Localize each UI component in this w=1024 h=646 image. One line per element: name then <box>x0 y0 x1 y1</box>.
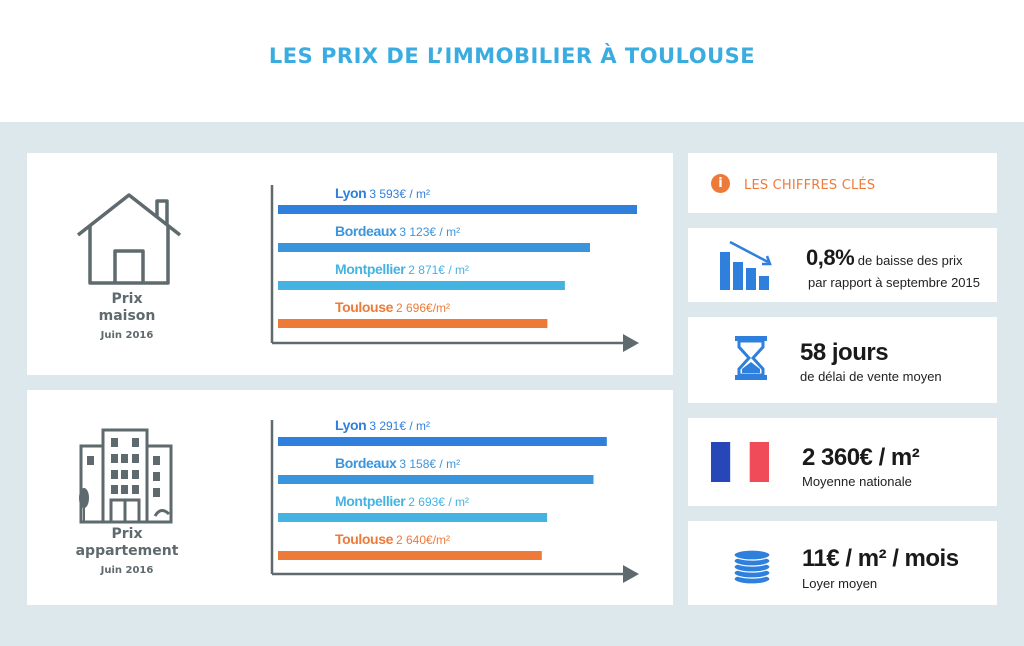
coin-stack-icon <box>732 549 772 590</box>
sale-delay-value: 58 jours <box>800 339 889 366</box>
house-category-montpellier: Montpellier <box>335 261 406 277</box>
info-icon: i <box>711 174 730 193</box>
house-price-chart: Lyon 3 593€ / m² Bordeaux 3 123€ / m² Montpe… <box>270 185 639 352</box>
apartment-bar-lyon <box>278 437 607 446</box>
french-flag-icon <box>711 442 769 487</box>
house-category-lyon: Lyon <box>335 185 366 201</box>
page-title: LES PRIX DE L’IMMOBILIER À TOULOUSE <box>268 44 756 68</box>
price-drop-suffix: de baisse des prix <box>854 253 963 268</box>
house-caption-line1: Prix <box>111 291 143 307</box>
apartment-category-toulouse: Toulouse <box>335 531 394 547</box>
declining-bar-chart-icon <box>718 240 776 297</box>
apartment-building-icon <box>75 426 179 531</box>
apartment-value-bordeaux: 3 158€ / m² <box>399 457 460 471</box>
apartment-value-montpellier: 2 693€ / m² <box>408 495 469 509</box>
apartment-category-montpellier: Montpellier <box>335 493 406 509</box>
house-category-bordeaux: Bordeaux <box>335 223 397 239</box>
key-figure-rent: 11€ / m² / mois Loyer moyen <box>688 521 997 605</box>
apartment-bar-label-toulouse: Toulouse 2 640€/m² <box>335 531 450 547</box>
key-figure-sale-delay: 58 jours de délai de vente moyen <box>688 317 997 403</box>
house-bar-label-lyon: Lyon 3 593€ / m² <box>335 185 430 201</box>
house-caption-date: Juin 2016 <box>100 330 154 341</box>
apartment-bar-toulouse <box>278 551 542 560</box>
hourglass-icon <box>734 335 768 386</box>
house-caption: Prix maison Juin 2016 <box>57 291 197 341</box>
apartment-price-panel: Prix appartement Juin 2016 Lyon 3 291€ / … <box>27 390 673 605</box>
house-icon <box>75 191 183 292</box>
price-drop-value: 0,8% <box>806 245 855 270</box>
key-figures-header: i LES CHIFFRES CLÉS <box>688 153 997 213</box>
apartment-bar-montpellier <box>278 513 548 522</box>
house-value-bordeaux: 3 123€ / m² <box>399 225 460 239</box>
apartment-bar-label-montpellier: Montpellier 2 693€ / m² <box>335 493 469 509</box>
apartment-category-lyon: Lyon <box>335 417 366 433</box>
house-bar-label-bordeaux: Bordeaux 3 123€ / m² <box>335 223 460 239</box>
apartment-caption-date: Juin 2016 <box>100 565 154 576</box>
key-figure-national-average: 2 360€ / m² Moyenne nationale <box>688 418 997 506</box>
house-bar-bordeaux <box>278 243 590 252</box>
national-average-description: Moyenne nationale <box>802 474 912 489</box>
apartment-value-toulouse: 2 640€/m² <box>396 533 450 547</box>
apartment-bar-bordeaux <box>278 475 594 484</box>
apartment-value-lyon: 3 291€ / m² <box>369 419 430 433</box>
apartment-caption-line2: appartement <box>75 543 179 559</box>
house-bar-toulouse <box>278 319 548 328</box>
apartment-bar-label-lyon: Lyon 3 291€ / m² <box>335 417 430 433</box>
key-figures-title: LES CHIFFRES CLÉS <box>744 178 876 193</box>
house-value-toulouse: 2 696€/m² <box>396 301 450 315</box>
house-category-toulouse: Toulouse <box>335 299 394 315</box>
national-average-value: 2 360€ / m² <box>802 444 920 471</box>
house-bar-lyon <box>278 205 637 214</box>
house-bar-montpellier <box>278 281 565 290</box>
house-price-panel: Prix maison Juin 2016 Lyon 3 593€ / m² Bor… <box>27 153 673 375</box>
rent-value: 11€ / m² / mois <box>802 545 959 572</box>
house-bar-label-montpellier: Montpellier 2 871€ / m² <box>335 261 469 277</box>
key-figure-price-drop: 0,8% de baisse des prix par rapport à se… <box>688 228 997 302</box>
apartment-category-bordeaux: Bordeaux <box>335 455 397 471</box>
apartment-bar-label-bordeaux: Bordeaux 3 158€ / m² <box>335 455 460 471</box>
house-value-montpellier: 2 871€ / m² <box>408 263 469 277</box>
house-bar-label-toulouse: Toulouse 2 696€/m² <box>335 299 450 315</box>
house-x-axis-arrow-icon <box>623 334 639 352</box>
price-drop-description: par rapport à septembre 2015 <box>808 275 980 290</box>
apartment-x-axis-arrow-icon <box>623 565 639 583</box>
house-value-lyon: 3 593€ / m² <box>369 187 430 201</box>
house-caption-line2: maison <box>98 308 156 324</box>
apartment-price-chart: Lyon 3 291€ / m² Bordeaux 3 158€ / m² Montpe… <box>270 417 639 583</box>
rent-description: Loyer moyen <box>802 576 878 591</box>
sale-delay-description: de délai de vente moyen <box>800 369 942 384</box>
apartment-caption-line1: Prix <box>111 526 143 542</box>
apartment-caption: Prix appartement Juin 2016 <box>57 526 197 576</box>
